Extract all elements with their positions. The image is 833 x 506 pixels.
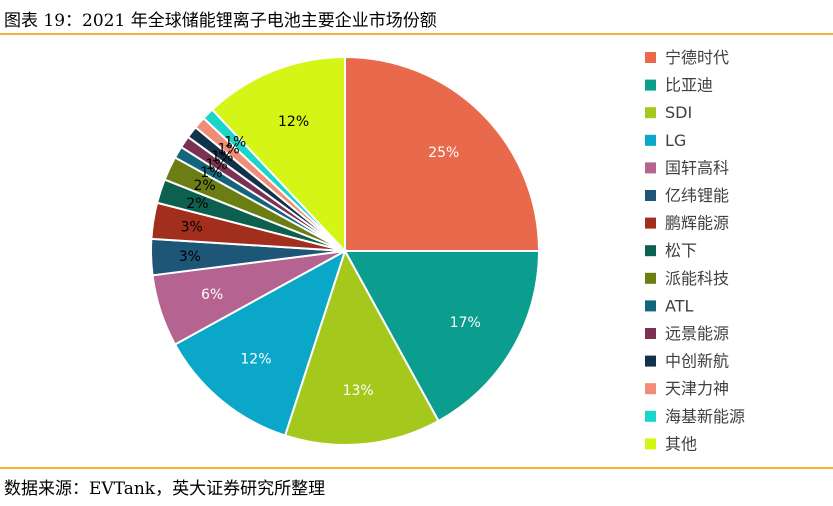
data-label-slice-4: 6% <box>201 287 223 303</box>
data-label-slice-10: 1% <box>206 157 228 173</box>
data-label-slice-8: 2% <box>193 178 215 194</box>
data-label-slice-3: 12% <box>240 352 271 368</box>
pie-data-labels: 25%17%13%12%6%3%3%2%2%1%1%1%1%1%12% <box>179 114 481 399</box>
figure-title: 图表 19：2021 年全球储能锂离子电池主要企业市场份额 <box>4 11 437 31</box>
data-label-slice-5: 3% <box>179 249 201 265</box>
legend-swatch-11 <box>645 355 656 367</box>
legend-item-2: SDI <box>645 103 692 122</box>
legend-label-6: 鹏辉能源 <box>665 214 729 233</box>
legend-swatch-1 <box>645 79 656 91</box>
legend-label-2: SDI <box>665 103 692 122</box>
data-label-slice-2: 13% <box>343 383 374 399</box>
data-label-slice-0: 25% <box>428 145 459 161</box>
legend-item-8: 派能科技 <box>645 269 729 288</box>
legend-label-4: 国轩高科 <box>665 158 729 177</box>
data-label-slice-12: 1% <box>217 141 239 157</box>
legend-item-14: 其他 <box>645 434 697 453</box>
legend-swatch-2 <box>645 107 656 119</box>
pie-slice-0 <box>344 55 541 252</box>
legend-label-12: 天津力神 <box>665 379 729 398</box>
pie-slices <box>150 55 541 446</box>
data-label-slice-14: 12% <box>278 114 309 130</box>
legend-swatch-0 <box>645 52 656 63</box>
legend-item-12: 天津力神 <box>645 379 729 398</box>
legend-label-3: LG <box>665 131 686 150</box>
legend-swatch-13 <box>645 410 656 422</box>
legend-label-7: 松下 <box>665 241 697 260</box>
source-note: 数据来源：EVTank，英大证券研究所整理 <box>4 479 326 499</box>
pie-chart: 25% 17% 13% 12% 6% 3% 3% 2% 2% 1% 1% 1% 1% 1% 12% 宁德时代… <box>0 36 833 466</box>
legend-swatch-5 <box>645 190 656 201</box>
legend-item-10: 远景能源 <box>645 324 729 343</box>
legend-item-5: 亿纬锂能 <box>645 186 729 205</box>
legend-swatch-3 <box>645 134 656 146</box>
legend-swatch-4 <box>645 162 656 174</box>
legend-item-0: 宁德时代 <box>645 48 729 67</box>
legend-label-1: 比亚迪 <box>665 76 713 95</box>
legend-label-10: 远景能源 <box>665 324 729 343</box>
title-divider <box>0 33 833 35</box>
legend-item-9: ATL <box>645 296 693 315</box>
legend-item-3: LG <box>645 131 686 150</box>
legend-label-9: ATL <box>665 296 693 315</box>
pie-slice-14 <box>210 55 346 254</box>
legend-swatch-10 <box>645 328 656 339</box>
legend-label-14: 其他 <box>665 434 697 453</box>
legend-item-7: 松下 <box>645 241 697 260</box>
data-label-slice-1: 17% <box>450 315 481 331</box>
source-divider <box>0 467 833 469</box>
data-label-slice-7: 2% <box>186 196 208 212</box>
legend-item-11: 中创新航 <box>645 352 729 371</box>
legend-label-8: 派能科技 <box>665 269 729 288</box>
legend-swatch-14 <box>645 438 656 450</box>
data-label-slice-9: 1% <box>200 165 222 181</box>
legend-label-0: 宁德时代 <box>665 48 729 67</box>
data-label-slice-11: 1% <box>211 149 233 165</box>
legend-item-13: 海基新能源 <box>645 407 745 426</box>
data-label-slice-6: 3% <box>181 220 203 236</box>
legend-label-11: 中创新航 <box>665 352 729 371</box>
legend-swatch-7 <box>645 245 656 257</box>
legend-swatch-9 <box>645 300 656 312</box>
legend-label-13: 海基新能源 <box>665 407 745 426</box>
data-label-slice-13: 1% <box>224 134 246 150</box>
legend-item-4: 国轩高科 <box>645 158 729 177</box>
pie-slice-3 <box>173 248 347 437</box>
pie-slice-1 <box>343 250 541 423</box>
legend-swatch-12 <box>645 383 656 395</box>
legend-item-1: 比亚迪 <box>645 76 713 95</box>
pie-chart-svg: 25%17%13%12%6%3%3%2%2%1%1%1%1%1%12% 宁德时代… <box>150 48 745 453</box>
legend-swatch-8 <box>645 272 656 284</box>
pie-slice-2 <box>283 248 440 446</box>
legend-label-5: 亿纬锂能 <box>665 186 729 205</box>
legend-item-6: 鹏辉能源 <box>645 214 729 233</box>
legend-swatch-6 <box>645 217 656 229</box>
